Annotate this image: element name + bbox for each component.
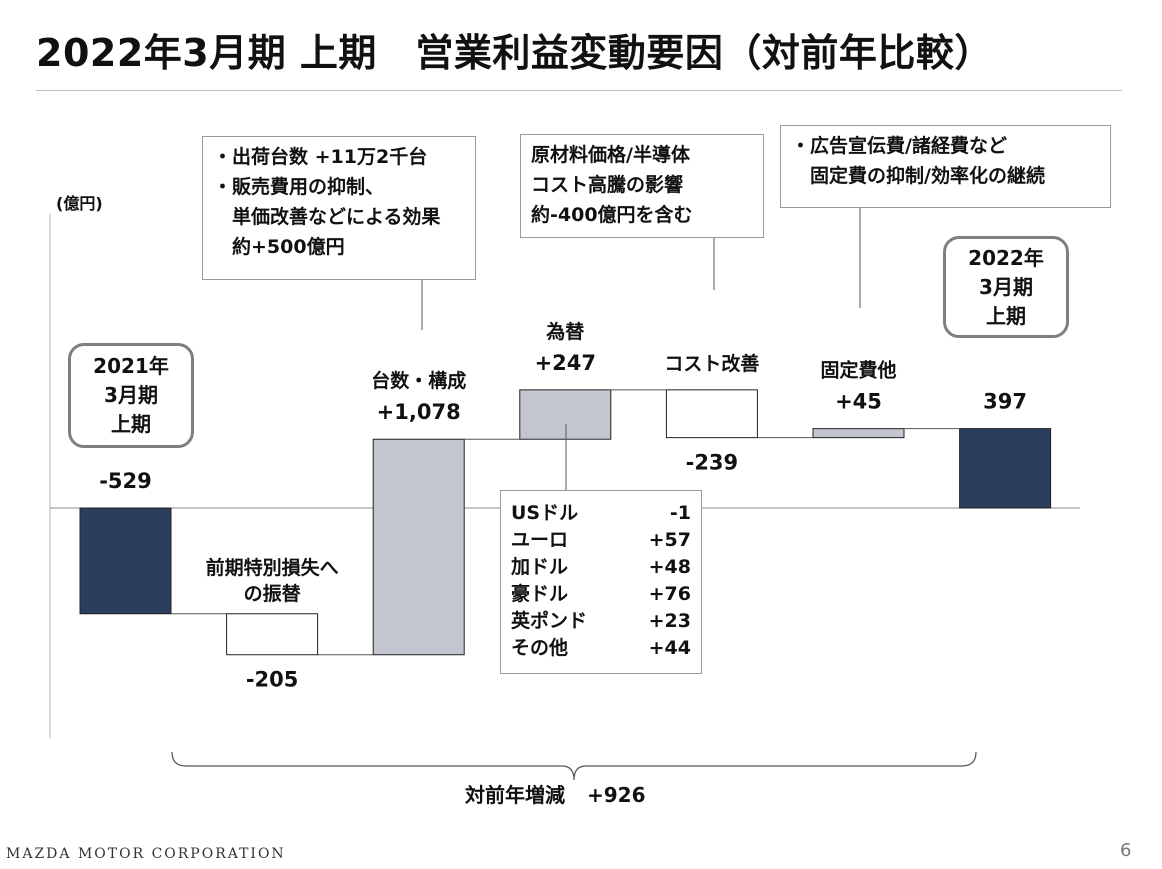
- waterfall-bar: [226, 613, 319, 656]
- period-line: 2021年: [93, 354, 169, 378]
- data-label: -205: [246, 668, 299, 692]
- data-label: +1,078: [377, 400, 461, 424]
- category-label: コスト改善: [664, 352, 759, 375]
- waterfall-bar: [959, 428, 1052, 509]
- waterfall-bar: [372, 438, 465, 656]
- fx-currency: ユーロ: [511, 529, 569, 551]
- period-line: 3月期: [104, 383, 158, 407]
- period-box-2021: 2021年 3月期 上期: [68, 343, 194, 448]
- total-change-value: +926: [587, 783, 646, 807]
- page-number: 6: [1120, 840, 1132, 861]
- period-line: 上期: [986, 303, 1026, 328]
- waterfall-bar: [79, 507, 172, 615]
- period-line: 上期: [111, 412, 151, 436]
- cost-note: 原材料価格/半導体 コスト高騰の影響 約-400億円を含む: [520, 134, 764, 238]
- note-line: 約+500億円: [213, 236, 345, 258]
- fx-row: 英ポンド +23: [511, 608, 691, 635]
- company-name: MAZDA MOTOR CORPORATION: [6, 846, 286, 862]
- note-line: 約-400億円を含む: [531, 204, 693, 226]
- note-line: 固定費の抑制/効率化の継続: [791, 165, 1045, 187]
- fx-value: +57: [648, 529, 691, 551]
- category-label: 前期特別損失へ: [206, 556, 339, 579]
- category-label: 固定費他: [820, 359, 896, 382]
- fx-row: ユーロ +57: [511, 527, 691, 554]
- title-divider: [36, 90, 1122, 91]
- fx-currency: その他: [511, 637, 569, 659]
- fixed-cost-note: ・広告宣伝費/諸経費など 固定費の抑制/効率化の継続: [780, 125, 1111, 208]
- category-label: 為替: [546, 320, 585, 343]
- note-line: 原材料価格/半導体: [531, 144, 690, 166]
- note-line: コスト高騰の影響: [531, 174, 684, 196]
- period-line: 3月期: [979, 274, 1033, 299]
- waterfall-bar: [812, 428, 905, 439]
- category-label: 台数・構成: [371, 369, 466, 392]
- data-label: +247: [535, 351, 596, 375]
- data-label: +45: [835, 390, 882, 414]
- period-line: 2022年: [968, 245, 1044, 270]
- data-label: -239: [686, 451, 739, 475]
- period-box-2022: 2022年 3月期 上期: [943, 236, 1069, 338]
- volume-mix-note: ・出荷台数 +11万2千台 ・販売費用の抑制、 単価改善などによる効果 約+50…: [202, 136, 476, 280]
- fx-row: USドル -1: [511, 500, 691, 527]
- fx-row: その他 +44: [511, 635, 691, 662]
- fx-currency: USドル: [511, 502, 579, 524]
- data-label: -529: [99, 469, 152, 493]
- total-change-label: 対前年増減 +926: [465, 779, 646, 808]
- fx-breakdown-table: USドル -1 ユーロ +57 加ドル +48 豪ドル +76 英ポンド +23 その他 +…: [500, 490, 702, 674]
- fx-value: +23: [648, 610, 691, 632]
- note-line: ・出荷台数 +11万2千台: [213, 146, 428, 168]
- waterfall-bar: [519, 389, 612, 440]
- fx-value: +48: [648, 556, 691, 578]
- data-label: 397: [983, 390, 1027, 414]
- fx-value: +76: [648, 583, 691, 605]
- category-label: の振替: [244, 582, 302, 605]
- fx-row: 豪ドル +76: [511, 581, 691, 608]
- fx-row: 加ドル +48: [511, 554, 691, 581]
- page-title: 2022年3月期 上期 営業利益変動要因（対前年比較）: [36, 31, 993, 75]
- total-change-brace: [171, 751, 977, 781]
- fx-value: -1: [669, 502, 691, 524]
- note-line: ・販売費用の抑制、: [213, 176, 385, 198]
- waterfall-bar: [665, 389, 758, 439]
- fx-currency: 豪ドル: [511, 583, 569, 605]
- fx-value: +44: [648, 637, 691, 659]
- unit-label: (億円): [56, 194, 103, 213]
- fx-currency: 英ポンド: [511, 610, 588, 632]
- total-change-text: 対前年増減: [465, 783, 565, 807]
- note-line: ・広告宣伝費/諸経費など: [791, 135, 1007, 157]
- fx-currency: 加ドル: [511, 556, 569, 578]
- note-line: 単価改善などによる効果: [213, 206, 441, 228]
